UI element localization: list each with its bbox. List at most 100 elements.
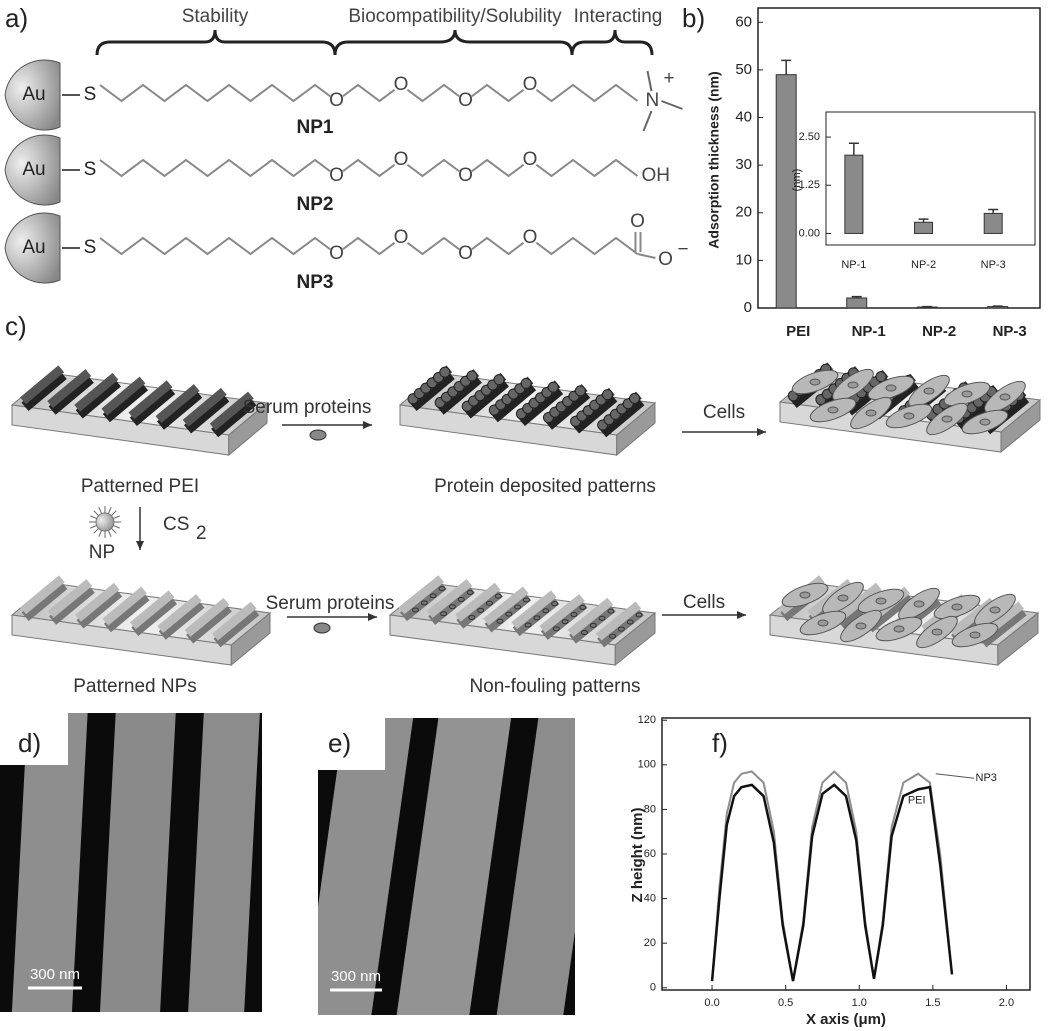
line-series: [710, 783, 954, 982]
ridge: [20, 365, 65, 405]
protein: [601, 389, 613, 401]
nucleus: [999, 393, 1011, 401]
protein: [438, 586, 446, 592]
protein: [524, 622, 532, 628]
reagent: CS: [163, 514, 189, 535]
atom-bg: [522, 152, 538, 168]
protein: [609, 633, 617, 639]
nucleus: [855, 622, 867, 630]
protein: [440, 611, 448, 617]
plot-frame: [757, 7, 1041, 309]
oxygen: O: [630, 211, 645, 232]
scale-bar-label: 300 nm: [30, 966, 80, 983]
charge: −: [678, 239, 689, 260]
oxygen: O: [458, 90, 473, 111]
ridge-side: [129, 385, 176, 427]
ridge-side: [599, 396, 645, 438]
ridge: [102, 586, 147, 626]
np-name: NP3: [297, 272, 334, 293]
reagent-subscript: 2: [196, 523, 207, 544]
protein: [514, 604, 522, 610]
panel-label: a): [5, 3, 28, 33]
scale-bar-label: 300 nm: [331, 968, 381, 985]
x-tick-label: 1.0: [852, 997, 867, 1009]
atom-bg: [457, 246, 474, 262]
x-tick-label: PEI: [786, 323, 810, 340]
nucleus: [827, 406, 839, 414]
y-tick-label: 40: [735, 108, 752, 125]
sulfur: S: [84, 237, 97, 258]
nucleus: [885, 384, 897, 392]
substrate: [230, 611, 271, 667]
ridge-side: [572, 393, 618, 434]
afm-e: [318, 718, 575, 1015]
protein: [468, 615, 476, 620]
protein: [496, 618, 504, 624]
substrate: [614, 611, 656, 667]
leader: [935, 773, 975, 779]
ridge-side: [517, 385, 564, 427]
y-tick-label: 2.50: [799, 131, 820, 143]
protein: [570, 612, 578, 618]
ridge: [47, 369, 92, 409]
atom-bg: [328, 246, 345, 262]
protein: [598, 615, 606, 621]
ridge-side: [21, 370, 67, 412]
schematic-label: Cells: [703, 402, 745, 423]
chain: [99, 236, 639, 256]
y-tick-label: 60: [644, 848, 656, 860]
atom-bg: [328, 93, 345, 109]
error-bar: [988, 208, 999, 214]
np-name: NP2: [297, 194, 334, 215]
protein: [875, 371, 887, 383]
series-label: PEI: [908, 794, 926, 806]
schematic-label: Cells: [683, 592, 725, 613]
panel-label: d): [18, 728, 41, 758]
ridge-side: [102, 381, 149, 423]
protein: [520, 377, 532, 389]
ridge-side: [211, 396, 257, 438]
oxygen: O: [329, 243, 344, 264]
protein: [485, 600, 493, 606]
ridge-side: [544, 389, 591, 430]
nucleus: [913, 600, 925, 608]
y-axis-label: Z height (nm): [629, 808, 646, 903]
x-tick-label: NP-3: [981, 259, 1006, 271]
charge: +: [664, 68, 675, 89]
x-tick-label: NP-1: [841, 259, 866, 271]
arrow-head: [368, 613, 377, 621]
x-tick-label: 0.5: [778, 997, 793, 1009]
x-tick-label: NP-2: [911, 259, 936, 271]
header: Stability: [182, 6, 249, 27]
protein: [448, 604, 456, 610]
series-label: NP3: [976, 772, 997, 784]
brace: [95, 29, 337, 56]
afm-images: d) 300 nm e) 300 nm: [0, 713, 575, 1015]
gold: Au: [22, 237, 45, 258]
y-tick-label: 20: [644, 937, 656, 949]
ridge: [75, 582, 120, 622]
ridge: [426, 579, 473, 619]
ridge-side: [48, 374, 94, 415]
line-series: [711, 770, 953, 982]
protein: [626, 619, 634, 625]
atom-bg: [522, 230, 538, 246]
gold: Au: [22, 84, 45, 105]
atom-bg: [457, 93, 474, 109]
nucleus: [903, 412, 915, 420]
y-tick-label: 80: [644, 803, 656, 815]
panel-label: c): [5, 311, 27, 341]
ridge-side: [49, 584, 95, 625]
nucleus: [923, 387, 935, 395]
ridge: [129, 590, 175, 630]
ridge: [101, 376, 146, 416]
protein: [411, 607, 419, 613]
carbonyl: [634, 232, 656, 259]
protein: [552, 626, 560, 632]
oxygen: O: [329, 165, 344, 186]
y-tick-label: 40: [644, 892, 656, 904]
nucleus: [979, 418, 991, 426]
y-tick-label: 120: [638, 714, 656, 726]
ridge: [157, 594, 202, 634]
ridge-side: [103, 591, 150, 633]
